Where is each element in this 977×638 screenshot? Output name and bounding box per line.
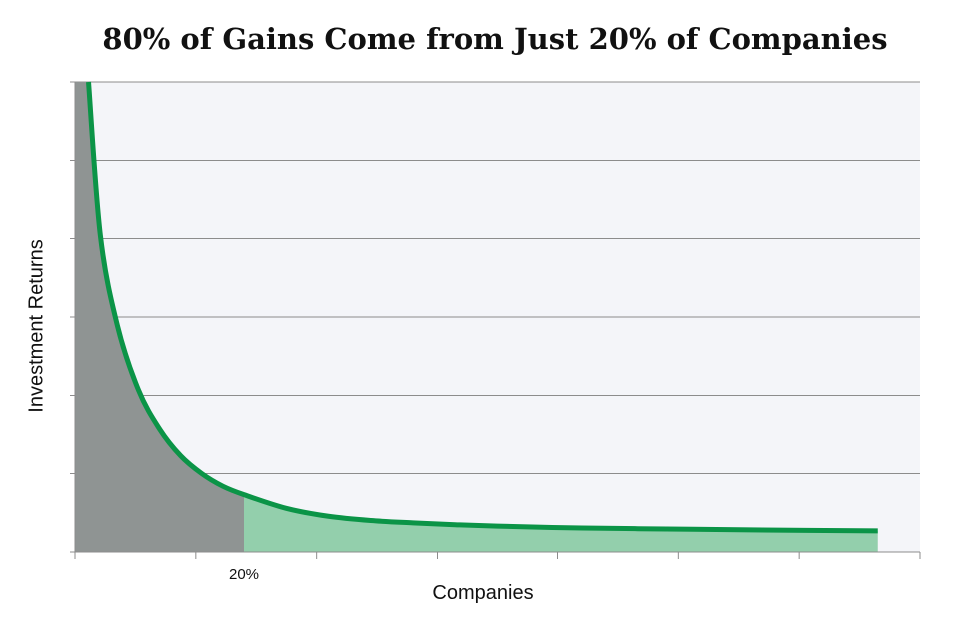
x-tick-label-20-percent: 20% <box>229 566 259 583</box>
area-remaining-companies <box>244 494 878 552</box>
returns-curve <box>86 81 878 534</box>
axes <box>70 81 921 559</box>
gridlines <box>75 81 920 475</box>
area-top-20-percent <box>75 82 244 552</box>
chart-title: 80% of Gains Come from Just 20% of Compa… <box>102 22 888 56</box>
x-axis-label: Companies <box>432 582 534 604</box>
